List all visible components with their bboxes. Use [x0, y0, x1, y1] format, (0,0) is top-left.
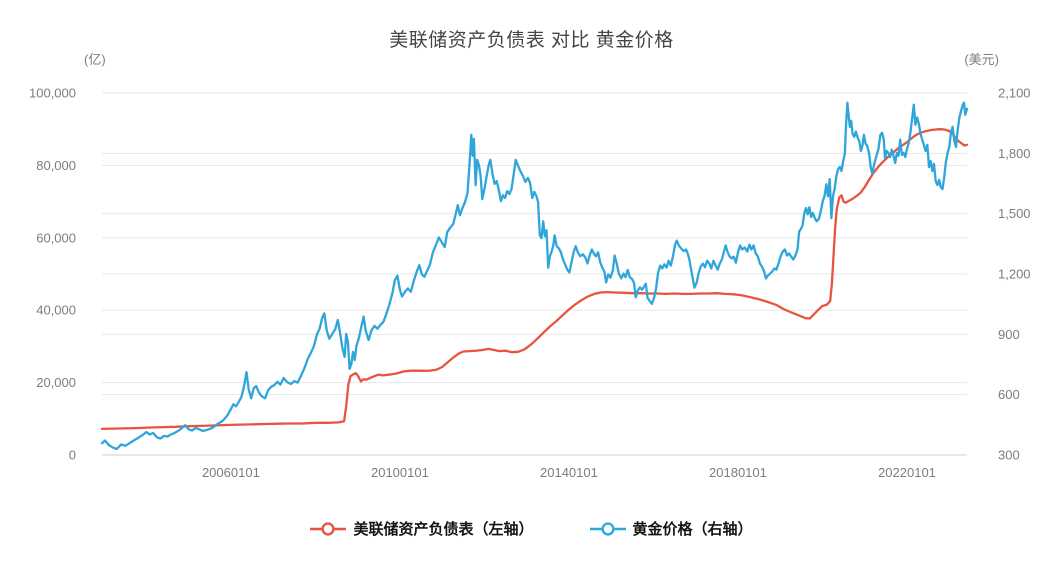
- right-axis-tick-label: 600: [998, 387, 1020, 402]
- x-axis-tick-label: 20140101: [540, 465, 598, 480]
- gold-price-series-line: [100, 101, 969, 451]
- right-axis-tick-label: 2,100: [998, 86, 1031, 101]
- right-axis-tick-label: 1,200: [998, 267, 1031, 282]
- left-axis-tick-label: 0: [69, 448, 76, 463]
- left-axis-unit: (亿): [84, 52, 106, 67]
- x-axis-tick-label: 20180101: [709, 465, 767, 480]
- x-axis-tick-label: 20060101: [202, 465, 260, 480]
- right-axis-tick-label: 300: [998, 448, 1020, 463]
- gold-legend-marker-icon: [589, 521, 626, 536]
- chart-title: 美联储资产负债表 对比 黄金价格: [389, 30, 674, 51]
- right-axis-unit: (美元): [964, 52, 999, 67]
- left-axis-tick-label: 100,000: [29, 86, 76, 101]
- right-axis-tick-label: 1,500: [998, 206, 1031, 221]
- gold-legend-label: 黄金价格（右轴）: [632, 521, 753, 538]
- fed-legend-label: 美联储资产负债表（左轴）: [353, 521, 534, 538]
- left-axis-tick-label: 40,000: [36, 303, 76, 318]
- legend: 美联储资产负债表（左轴） 黄金价格（右轴）: [0, 518, 1063, 539]
- legend-item-gold-price[interactable]: 黄金价格（右轴）: [589, 518, 753, 539]
- x-axis-tick-label: 20100101: [371, 465, 429, 480]
- right-axis-tick-label: 1,800: [998, 146, 1031, 161]
- x-axis-tick-label: 20220101: [878, 465, 936, 480]
- left-axis-tick-label: 80,000: [36, 158, 76, 173]
- right-axis-tick-label: 900: [998, 327, 1020, 342]
- left-axis-tick-label: 60,000: [36, 230, 76, 245]
- legend-item-fed-balance[interactable]: 美联储资产负债表（左轴）: [310, 518, 534, 539]
- left-axis-tick-label: 20,000: [36, 375, 76, 390]
- fed-legend-marker-icon: [310, 521, 347, 536]
- fed-balance-series-line: [100, 128, 969, 431]
